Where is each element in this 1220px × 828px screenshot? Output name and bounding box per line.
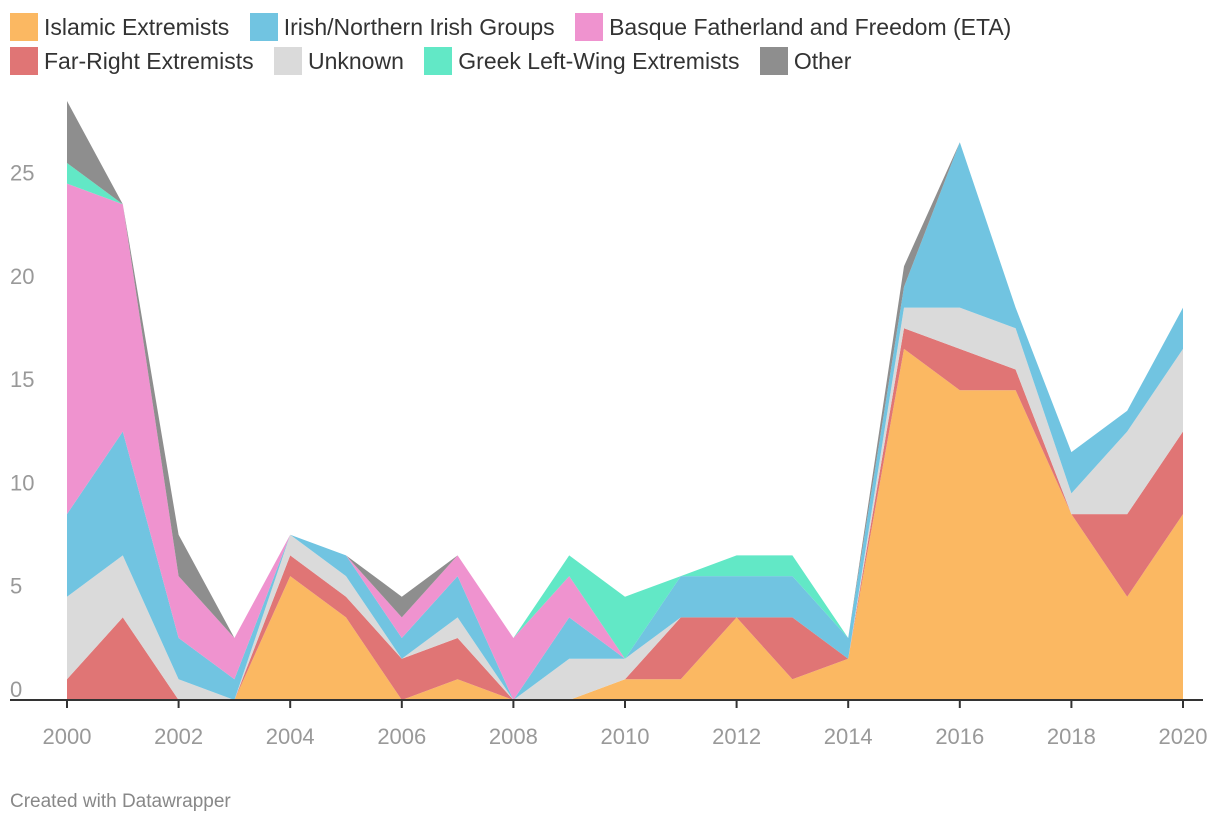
x-tick-label: 2018 (1047, 724, 1096, 749)
x-tick-label: 2010 (601, 724, 650, 749)
legend-item-basque-fatherland-and-freedom-eta: Basque Fatherland and Freedom (ETA) (575, 13, 1012, 41)
legend-label: Unknown (307, 48, 404, 74)
y-tick-label: 10 (10, 470, 34, 495)
y-tick-label: 5 (10, 574, 22, 599)
x-tick-label: 2012 (712, 724, 761, 749)
legend-item-unknown: Unknown (273, 47, 404, 75)
legend-label: Greek Left-Wing Extremists (458, 48, 740, 74)
area-irish-northern-irish-groups (67, 142, 1183, 701)
legend-label: Basque Fatherland and Freedom (ETA) (609, 14, 1012, 40)
legend-swatch (249, 13, 278, 41)
legend-swatch (575, 13, 604, 41)
y-tick-label: 15 (10, 367, 34, 392)
legend-label: Far-Right Extremists (44, 48, 254, 74)
chart-legend: Islamic Extremists Irish/Northern Irish … (10, 10, 1210, 78)
x-tick-label: 2000 (43, 724, 92, 749)
x-tick-label: 2004 (266, 724, 315, 749)
legend-item-far-right-extremists: Far-Right Extremists (10, 47, 254, 75)
legend-swatch (273, 47, 302, 75)
legend-item-greek-left-wing-extremists: Greek Left-Wing Extremists (424, 47, 740, 75)
x-tick-label: 2014 (824, 724, 873, 749)
x-tick-label: 2008 (489, 724, 538, 749)
area-islamic-extremists (67, 348, 1183, 700)
x-tick-label: 2020 (1159, 724, 1208, 749)
legend-item-irish-northern-irish-groups: Irish/Northern Irish Groups (249, 13, 555, 41)
x-axis-ticks: 2000 2002 2004 2006 2008 2010 2012 2014 2016 2018… (43, 700, 1208, 749)
legend-swatch (424, 47, 453, 75)
y-axis-ticks: 0 5 10 15 20 25 (10, 161, 34, 702)
chart-credit: Created with Datawrapper (10, 791, 231, 812)
legend-label: Other (793, 48, 852, 74)
area-layers (67, 101, 1183, 701)
legend-swatch (10, 47, 38, 75)
legend-label: Islamic Extremists (44, 14, 230, 40)
x-tick-label: 2002 (154, 724, 203, 749)
x-tick-label: 2006 (377, 724, 426, 749)
x-tick-label: 2016 (935, 724, 984, 749)
legend-swatch (759, 47, 788, 75)
legend-label: Irish/Northern Irish Groups (283, 14, 555, 40)
y-tick-label: 20 (10, 264, 34, 289)
y-tick-label: 25 (10, 161, 34, 186)
legend-item-other: Other (759, 47, 852, 75)
y-tick-label: 0 (10, 677, 22, 702)
area-far-right-extremists (67, 328, 1183, 700)
legend-item-islamic-extremists: Islamic Extremists (10, 13, 230, 41)
legend-swatch (10, 13, 38, 41)
